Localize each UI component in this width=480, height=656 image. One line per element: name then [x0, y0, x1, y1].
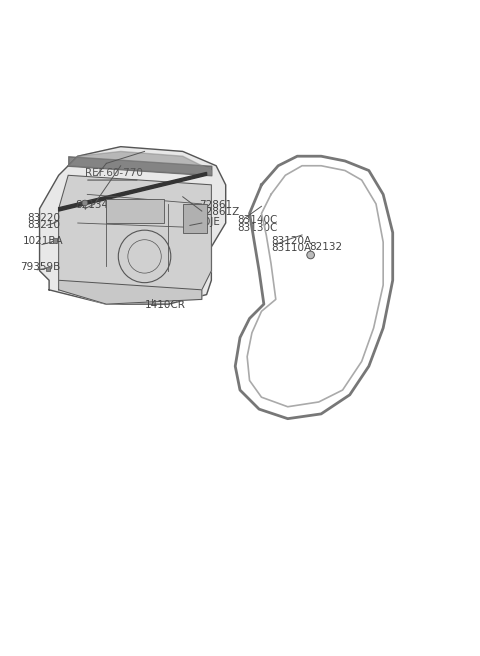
Text: 83210: 83210: [28, 220, 60, 230]
Text: 72861Z: 72861Z: [199, 207, 240, 216]
Text: 1021BA: 1021BA: [23, 236, 63, 246]
Text: 83120A: 83120A: [271, 236, 311, 246]
Bar: [53, 238, 57, 243]
Polygon shape: [39, 147, 226, 304]
Text: 83220: 83220: [28, 213, 60, 223]
Text: 83130C: 83130C: [238, 222, 278, 233]
Text: 82134: 82134: [75, 199, 108, 210]
Text: 79359B: 79359B: [21, 262, 61, 272]
Polygon shape: [59, 280, 202, 304]
Circle shape: [307, 251, 314, 259]
Bar: [183, 204, 206, 233]
Text: 72861: 72861: [199, 199, 233, 210]
Polygon shape: [59, 175, 211, 295]
Text: 1730JE: 1730JE: [185, 217, 221, 227]
Circle shape: [82, 200, 88, 206]
Text: 1410CR: 1410CR: [144, 300, 185, 310]
Polygon shape: [68, 152, 211, 175]
Text: REF.60-770: REF.60-770: [85, 168, 143, 178]
Bar: [46, 267, 49, 271]
Bar: [107, 199, 164, 223]
Polygon shape: [59, 173, 206, 211]
Text: 82132: 82132: [309, 241, 342, 252]
Text: 83140C: 83140C: [238, 215, 278, 226]
Text: 83110A: 83110A: [271, 243, 311, 253]
